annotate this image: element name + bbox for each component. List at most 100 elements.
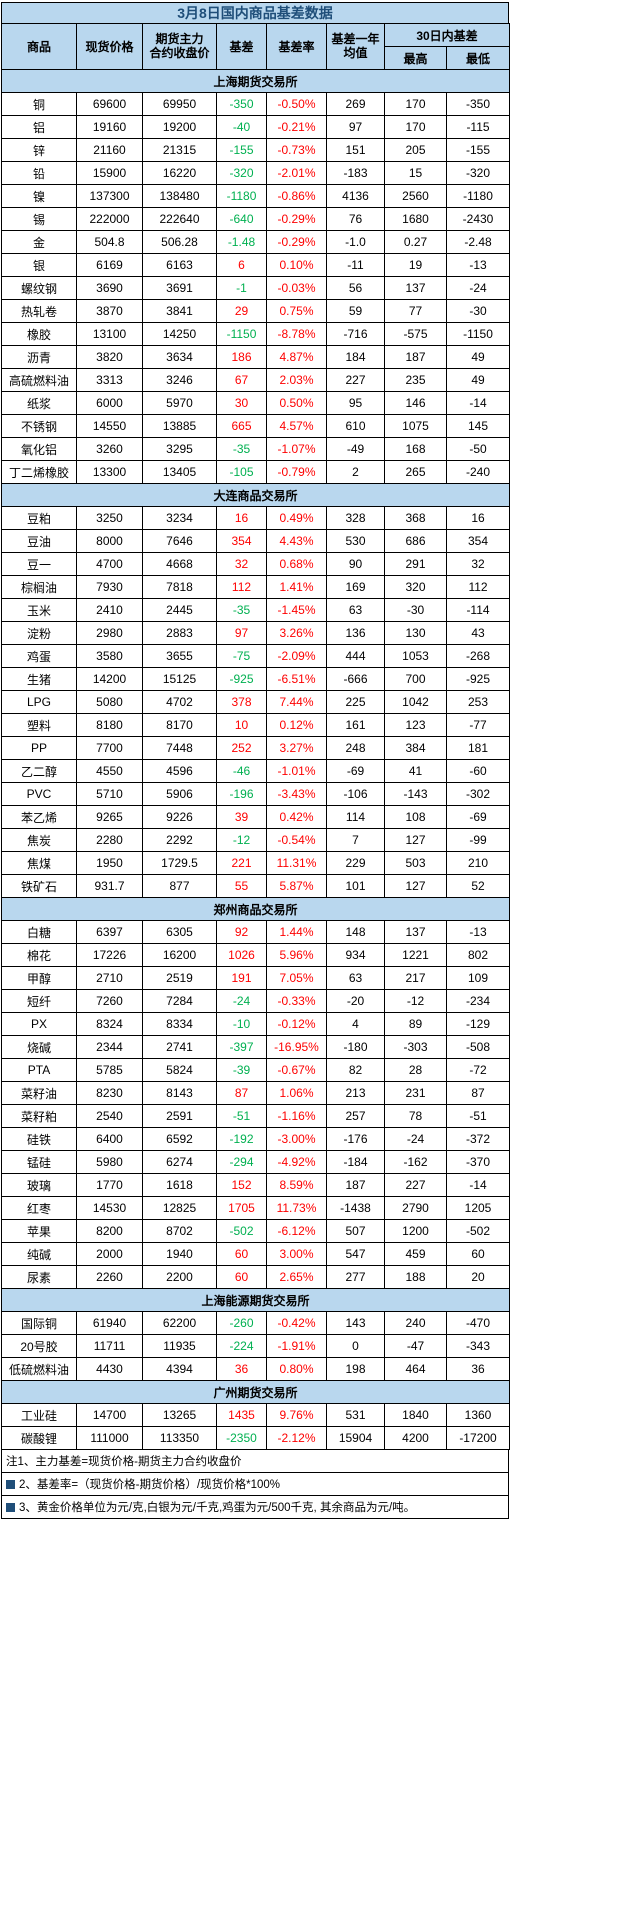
basis-30d-high-cell: 1221: [384, 943, 447, 967]
basis-30d-low-cell: -240: [445, 460, 511, 484]
commodity-cell: 白糖: [1, 920, 77, 944]
basis-rate-cell: -0.42%: [266, 1311, 327, 1335]
basis-30d-high-cell: 231: [384, 1081, 447, 1105]
spot-price-cell: 4430: [76, 1357, 143, 1381]
yearly-avg-cell: -69: [326, 759, 385, 783]
commodity-cell: 纸浆: [1, 391, 77, 415]
table-row: 硅铁 6400 6592 -192 -3.00% -176 -24 -372: [1, 1127, 511, 1151]
yearly-avg-cell: 148: [326, 920, 385, 944]
basis-rate-cell: -16.95%: [266, 1035, 327, 1059]
basis-rate-cell: 4.87%: [266, 345, 327, 369]
col-header-high: 最高: [384, 46, 447, 70]
spot-price-cell: 19160: [76, 115, 143, 139]
basis-rate-cell: 4.57%: [266, 414, 327, 438]
basis-rate-cell: 5.87%: [266, 874, 327, 898]
commodity-cell: 铁矿石: [1, 874, 77, 898]
basis-rate-cell: -0.73%: [266, 138, 327, 162]
table-row: 锰硅 5980 6274 -294 -4.92% -184 -162 -370: [1, 1150, 511, 1174]
basis-30d-high-cell: 127: [384, 874, 447, 898]
commodity-cell: 红枣: [1, 1196, 77, 1220]
basis-30d-low-cell: 253: [445, 690, 511, 714]
col-header-30day-range: 30日内基差: [383, 23, 511, 47]
basis-rate-cell: -0.21%: [266, 115, 327, 139]
futures-close-cell: 4702: [142, 690, 217, 714]
futures-close-cell: 6274: [142, 1150, 217, 1174]
commodity-cell: 热轧卷: [1, 299, 77, 323]
futures-close-cell: 7284: [142, 989, 217, 1013]
note-text-1: 注1、主力基差=现货价格-期货主力合约收盘价: [6, 1456, 242, 1468]
table-row: 尿素 2260 2200 60 2.65% 277 188 20: [1, 1265, 511, 1289]
basis-30d-low-cell: -72: [445, 1058, 511, 1082]
yearly-avg-cell: -106: [326, 782, 385, 806]
commodity-cell: 氧化铝: [1, 437, 77, 461]
spot-price-cell: 14700: [76, 1403, 143, 1427]
commodity-cell: 高硫燃料油: [1, 368, 77, 392]
col-header-yearly-avg: 基差一年 均值: [326, 23, 385, 70]
yearly-avg-cell: 2: [326, 460, 385, 484]
commodity-cell: 玻璃: [1, 1173, 77, 1197]
note-line-1: 注1、主力基差=现货价格-期货主力合约收盘价: [2, 1450, 508, 1473]
spot-price-cell: 14200: [76, 667, 143, 691]
basis-cell: 665: [216, 414, 267, 438]
yearly-avg-cell: -49: [326, 437, 385, 461]
basis-cell: 10: [216, 713, 267, 737]
table-row: 苯乙烯 9265 9226 39 0.42% 114 108 -69: [1, 805, 511, 829]
basis-cell: -192: [216, 1127, 267, 1151]
table-row: 螺纹钢 3690 3691 -1 -0.03% 56 137 -24: [1, 276, 511, 300]
basis-cell: 152: [216, 1173, 267, 1197]
yearly-avg-cell: 76: [326, 207, 385, 231]
table-row: 橡胶 13100 14250 -1150 -8.78% -716 -575 -1150: [1, 322, 511, 346]
basis-30d-low-cell: -99: [445, 828, 511, 852]
commodity-cell: PX: [1, 1012, 77, 1036]
basis-30d-high-cell: 700: [384, 667, 447, 691]
basis-30d-low-cell: -13: [445, 920, 511, 944]
futures-close-cell: 3234: [142, 506, 217, 530]
basis-30d-high-cell: 240: [384, 1311, 447, 1335]
basis-rate-cell: -2.09%: [266, 644, 327, 668]
yearly-avg-cell: 225: [326, 690, 385, 714]
basis-30d-high-cell: -143: [384, 782, 447, 806]
yearly-avg-cell: 169: [326, 575, 385, 599]
commodity-cell: 工业硅: [1, 1403, 77, 1427]
basis-cell: 1705: [216, 1196, 267, 1220]
basis-30d-high-cell: -47: [384, 1334, 447, 1358]
commodity-cell: 苹果: [1, 1219, 77, 1243]
basis-cell: 1435: [216, 1403, 267, 1427]
basis-30d-low-cell: -30: [445, 299, 511, 323]
note-text-2: 2、基差率=（现货价格-期货价格）/现货价格*100%: [19, 1479, 281, 1491]
basis-30d-high-cell: 1042: [384, 690, 447, 714]
commodity-cell: 纯碱: [1, 1242, 77, 1266]
basis-30d-high-cell: 130: [384, 621, 447, 645]
yearly-avg-cell: -11: [326, 253, 385, 277]
yearly-avg-cell: 161: [326, 713, 385, 737]
basis-30d-low-cell: 16: [445, 506, 511, 530]
basis-cell: -320: [216, 161, 267, 185]
col-header-basis: 基差: [216, 23, 267, 70]
basis-30d-low-cell: -129: [445, 1012, 511, 1036]
basis-table: 商品 现货价格 期货主力 合约收盘价 基差 基差率 基差一年 均值 30日内基差…: [0, 23, 511, 1450]
yearly-avg-cell: 63: [326, 598, 385, 622]
basis-30d-high-cell: 4200: [384, 1426, 447, 1450]
table-row: 玻璃 1770 1618 152 8.59% 187 227 -14: [1, 1173, 511, 1197]
basis-rate-cell: 11.73%: [266, 1196, 327, 1220]
basis-30d-high-cell: 459: [384, 1242, 447, 1266]
table-row: 沥青 3820 3634 186 4.87% 184 187 49: [1, 345, 511, 369]
basis-cell: -35: [216, 598, 267, 622]
basis-30d-high-cell: 137: [384, 276, 447, 300]
basis-30d-high-cell: 2790: [384, 1196, 447, 1220]
basis-rate-cell: 3.26%: [266, 621, 327, 645]
basis-cell: -260: [216, 1311, 267, 1335]
col-header-futures-close: 期货主力 合约收盘价: [142, 23, 217, 70]
spot-price-cell: 13300: [76, 460, 143, 484]
yearly-avg-cell: 56: [326, 276, 385, 300]
futures-close-cell: 11935: [142, 1334, 217, 1358]
commodity-cell: 锰硅: [1, 1150, 77, 1174]
basis-cell: 55: [216, 874, 267, 898]
futures-close-cell: 2591: [142, 1104, 217, 1128]
section-row: 上海能源期货交易所: [0, 1288, 511, 1312]
futures-close-cell: 62200: [142, 1311, 217, 1335]
basis-cell: -24: [216, 989, 267, 1013]
basis-rate-cell: 5.96%: [266, 943, 327, 967]
commodity-cell: 棉花: [1, 943, 77, 967]
table-row: PVC 5710 5906 -196 -3.43% -106 -143 -302: [1, 782, 511, 806]
